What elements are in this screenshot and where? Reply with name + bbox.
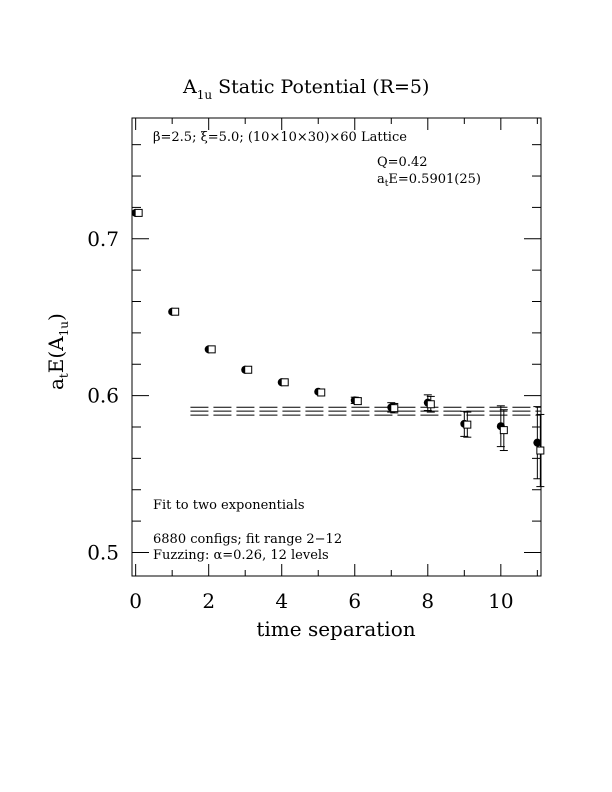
- chart-title-subscript: 1u: [197, 88, 213, 102]
- data-point-square: [390, 404, 399, 413]
- fit-band: [190, 406, 541, 416]
- q-annotation: Q=0.42: [377, 155, 428, 170]
- data-point-square: [207, 345, 216, 354]
- x-tick-label: 0: [129, 589, 142, 613]
- chart-title-suffix: Static Potential (R=5): [212, 76, 429, 98]
- x-axis-label: time separation: [256, 617, 415, 641]
- y-axis-label-e: E(A: [44, 336, 68, 373]
- chart-title: A1u Static Potential (R=5): [182, 76, 429, 102]
- chart-title-prefix: A: [182, 76, 197, 98]
- configs-annotation: 6880 configs; fit range 2−12: [153, 532, 342, 547]
- y-axis-label-sub-1u: 1u: [57, 321, 71, 337]
- y-axis-label: atE(A1u): [44, 313, 71, 390]
- data-point-square: [134, 208, 143, 217]
- data-point-square: [171, 307, 180, 316]
- method-annotation: Fit to two exponentials: [153, 498, 305, 513]
- x-tick-label: 4: [275, 589, 288, 613]
- x-tick-label: 6: [348, 589, 361, 613]
- data-point-square: [536, 446, 545, 455]
- x-tick-label: 8: [421, 589, 434, 613]
- data-point-square: [317, 388, 326, 397]
- data-point-square: [353, 397, 362, 406]
- fit-result-annotation: atE=0.5901(25): [377, 172, 481, 189]
- fit-result-sub-t: t: [385, 179, 389, 189]
- fit-result-value: E=0.5901(25): [388, 172, 481, 187]
- data-point-square: [499, 426, 508, 435]
- lattice-annotation: β=2.5; ξ=5.0; (10×10×30)×60 Lattice: [153, 130, 407, 145]
- y-tick-label: 0.5: [87, 540, 119, 564]
- data-point-square: [280, 378, 289, 387]
- data-points: [131, 208, 545, 488]
- y-tick-label: 0.7: [87, 227, 119, 251]
- y-axis-label-sub-t: t: [57, 373, 71, 378]
- axis-ticks: [132, 118, 541, 576]
- data-point-square: [244, 365, 253, 374]
- x-tick-label: 2: [202, 589, 215, 613]
- y-tick-label: 0.6: [87, 384, 119, 408]
- fit-result-a: a: [377, 172, 385, 187]
- data-point-square: [463, 420, 472, 429]
- plot-frame: [131, 117, 542, 577]
- y-axis-label-a: a: [44, 378, 68, 390]
- x-tick-label: 10: [488, 589, 513, 613]
- axis-tick-labels: 0 2 4 6 8 10 0.5 0.6 0.7: [87, 227, 513, 613]
- fuzzing-annotation: Fuzzing: α=0.26, 12 levels: [153, 548, 329, 563]
- data-point-circle: [533, 438, 542, 447]
- y-axis-label-close: ): [44, 313, 68, 321]
- data-point-square: [426, 400, 435, 409]
